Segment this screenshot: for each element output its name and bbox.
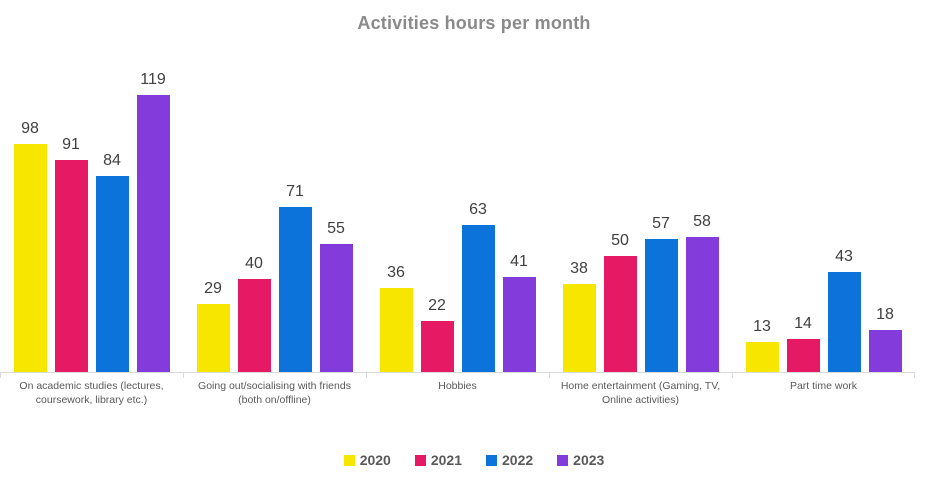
bar-group: 98 91 84 119 <box>0 71 183 372</box>
bar-2023: 18 <box>868 306 902 372</box>
bar-2022: 43 <box>827 248 861 372</box>
category-label: Going out/socialising with friends (both… <box>198 380 351 407</box>
category-label: Hobbies <box>438 380 477 392</box>
bar-2020: 38 <box>562 260 596 372</box>
legend-swatch-icon <box>343 454 355 466</box>
data-label: 36 <box>387 264 405 281</box>
bar-2022: 57 <box>644 215 678 372</box>
bar-group: 29 40 71 55 <box>183 80 366 372</box>
axis-tick <box>732 373 733 378</box>
data-label: 38 <box>570 260 588 277</box>
legend-item-2020: 2020 <box>343 452 391 468</box>
data-label: 98 <box>21 120 39 137</box>
data-label: 57 <box>652 215 670 232</box>
bar-2023: 58 <box>685 213 719 372</box>
legend-item-2021: 2021 <box>414 452 462 468</box>
axis-tick <box>366 373 367 378</box>
legend: 2020 2021 2022 2023 <box>0 452 948 468</box>
data-label: 91 <box>62 136 80 153</box>
bar-2020: 29 <box>196 280 230 372</box>
bar-2020: 13 <box>745 318 779 372</box>
bar-group: 13 14 43 18 <box>732 80 915 372</box>
x-axis-line <box>0 372 915 378</box>
data-label: 50 <box>611 232 629 249</box>
chart-title: Activities hours per month <box>357 13 591 33</box>
data-label: 43 <box>835 248 853 265</box>
data-label: 14 <box>794 315 812 332</box>
data-label: 41 <box>510 253 528 270</box>
data-label: 71 <box>286 183 304 200</box>
legend-swatch-icon <box>557 454 569 466</box>
bar-2023: 55 <box>319 220 353 372</box>
data-label: 18 <box>876 306 894 323</box>
data-label: 58 <box>693 213 711 230</box>
bar-2021: 22 <box>420 297 454 372</box>
axis-tick <box>0 373 1 378</box>
bar-group: 38 50 57 58 <box>549 80 732 372</box>
category-axis-labels: On academic studies (lectures, coursewor… <box>0 379 915 407</box>
category-label: On academic studies (lectures, coursewor… <box>19 380 164 407</box>
data-label: 29 <box>204 280 222 297</box>
legend-label: 2022 <box>502 452 534 468</box>
bar-2021: 91 <box>54 136 88 372</box>
legend-item-2022: 2022 <box>486 452 533 468</box>
axis-tick <box>914 373 915 378</box>
data-label: 22 <box>428 297 446 314</box>
bar-2023: 119 <box>136 71 170 372</box>
data-label: 13 <box>753 318 771 335</box>
axis-tick <box>549 373 550 378</box>
bar-group: 36 22 63 41 <box>366 80 549 372</box>
legend-swatch-icon <box>486 454 497 466</box>
bar-2021: 14 <box>786 315 820 372</box>
bar-2022: 71 <box>278 183 312 372</box>
bar-2023: 41 <box>502 253 536 372</box>
bar-2022: 84 <box>95 152 129 372</box>
category-label: Part time work <box>789 380 858 392</box>
bar-2020: 98 <box>13 120 47 372</box>
data-label: 119 <box>140 71 166 88</box>
bar-2020: 36 <box>379 264 413 372</box>
category-label: Home entertainment (Gaming, TV, Online a… <box>560 380 721 407</box>
data-label: 40 <box>245 255 263 272</box>
bar-2021: 50 <box>603 232 637 372</box>
legend-label: 2020 <box>359 452 391 468</box>
data-label: 63 <box>469 201 487 218</box>
legend-swatch-icon <box>414 454 426 466</box>
axis-tick <box>183 373 184 378</box>
bar-2022: 63 <box>461 201 495 372</box>
legend-label: 2021 <box>430 452 462 468</box>
data-label: 55 <box>327 220 345 237</box>
legend-label: 2023 <box>573 452 605 468</box>
data-label: 84 <box>103 152 121 169</box>
plot-area: 98 91 84 119 29 40 71 55 36 22 63 41 38 50 57 58 13 14 43 1… <box>0 71 915 372</box>
legend-item-2023: 2023 <box>557 452 604 468</box>
bar-2021: 40 <box>237 255 271 372</box>
